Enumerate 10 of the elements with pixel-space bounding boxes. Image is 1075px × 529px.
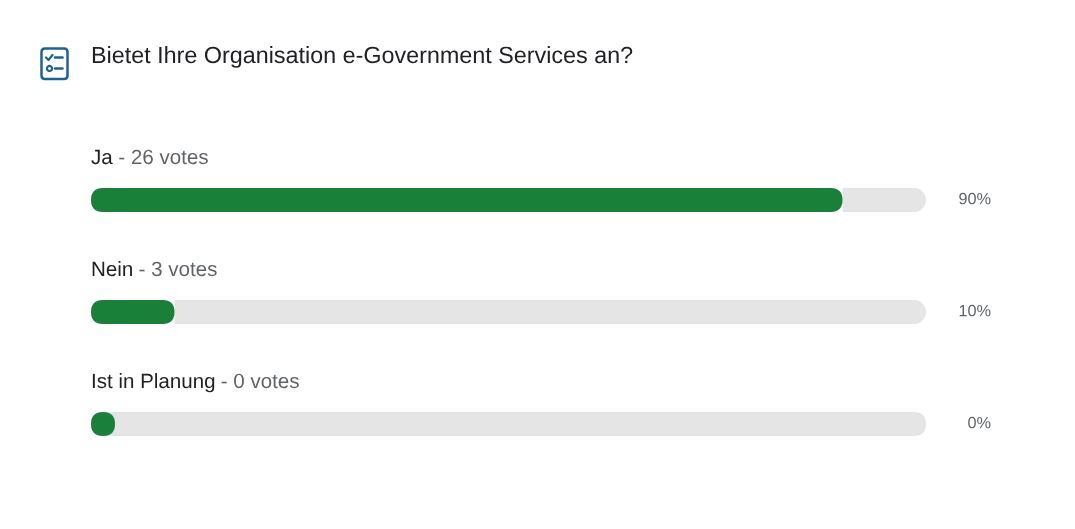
data-label: 0% bbox=[968, 416, 991, 429]
y-tick-label: Ist in Planung bbox=[92, 373, 215, 393]
chart-title: Bietet Ihre Organisation e-Government Services an? bbox=[92, 46, 633, 68]
y-tick-label: Ja bbox=[91, 149, 113, 165]
annotation: - 26 votes bbox=[119, 149, 208, 165]
y-tick-label: Nein bbox=[92, 261, 132, 277]
annotation: - 0 votes bbox=[221, 373, 299, 389]
data-label: 10% bbox=[959, 304, 991, 317]
data-label: 90% bbox=[959, 192, 991, 205]
annotation: - 3 votes bbox=[139, 261, 217, 277]
